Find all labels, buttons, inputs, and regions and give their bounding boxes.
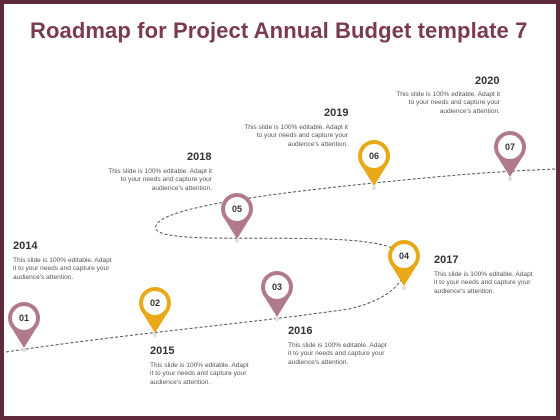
milestone-number-03: 03 (272, 282, 282, 292)
description-line: it to your needs and capture your (13, 265, 110, 273)
description-line: it to your needs and capture your (288, 350, 385, 358)
milestone-number-04: 04 (399, 251, 409, 261)
slide-title: Roadmap for Project Annual Budget templa… (30, 18, 528, 43)
description-line: audience's attention. (287, 140, 348, 148)
description-line: This slide is 100% editable. Adapt (288, 342, 387, 349)
milestone-pin-02: 02 (139, 287, 171, 338)
description-line: This slide is 100% editable. Adapt (434, 271, 533, 278)
milestone-description-2016: This slide is 100% editable. Adapt it to… (288, 342, 387, 367)
milestone-year-2015: 2015 (150, 345, 175, 357)
description-line: to your needs and capture your (256, 132, 348, 140)
milestone-year-2014: 2014 (13, 240, 38, 252)
description-line: This slide is 100% editable. Adapt it (244, 124, 348, 131)
milestone-year-2018: 2018 (187, 151, 212, 163)
roadmap-path (5, 168, 556, 353)
description-line: This slide is 100% editable. Adapt it (108, 168, 212, 175)
milestone-year-2020: 2020 (475, 75, 500, 87)
milestone-number-05: 05 (232, 204, 242, 214)
description-line: This slide is 100% editable. Adapt (150, 362, 249, 369)
description-line: audience's attention. (151, 184, 212, 192)
description-line: audience's attention. (13, 273, 74, 281)
description-line: This slide is 100% editable. Adapt it (396, 91, 500, 98)
description-line: audience's attention. (288, 358, 349, 366)
milestone-pin-03: 03 (261, 271, 293, 322)
milestone-number-02: 02 (150, 298, 160, 308)
milestone-description-2017: This slide is 100% editable. Adapt it to… (434, 271, 533, 296)
description-line: audience's attention. (439, 107, 500, 115)
milestone-number-01: 01 (19, 313, 29, 323)
milestone-number-07: 07 (505, 142, 515, 152)
milestone-year-2016: 2016 (288, 325, 313, 337)
milestone-description-2015: This slide is 100% editable. Adapt it to… (150, 362, 249, 387)
milestone-pin-06: 06 (358, 140, 390, 191)
milestone-description-2018: This slide is 100% editable. Adapt it to… (90, 168, 212, 193)
milestone-description-2014: This slide is 100% editable. Adapt it to… (13, 257, 112, 282)
milestone-number-06: 06 (369, 151, 379, 161)
milestone-pin-01: 01 (8, 302, 40, 353)
milestone-description-2019: This slide is 100% editable. Adapt it to… (226, 124, 348, 149)
description-line: audience's attention. (434, 287, 495, 295)
milestone-pin-07: 07 (494, 131, 526, 182)
milestone-pin-05: 05 (221, 193, 253, 244)
description-line: This slide is 100% editable. Adapt (13, 257, 112, 264)
milestone-year-2019: 2019 (324, 107, 349, 119)
milestone-pin-04: 04 (388, 240, 420, 291)
description-line: to your needs and capture your (408, 99, 500, 107)
description-line: audience's attention. (150, 378, 211, 386)
roadmap-graphic: 01 02 03 04 05 06 07 (5, 131, 556, 353)
milestone-year-2017: 2017 (434, 254, 459, 266)
description-line: it to your needs and capture your (150, 370, 247, 378)
description-line: it to your needs and capture your (434, 279, 531, 287)
description-line: to your needs and capture your (120, 176, 212, 184)
milestone-description-2020: This slide is 100% editable. Adapt it to… (376, 91, 500, 116)
